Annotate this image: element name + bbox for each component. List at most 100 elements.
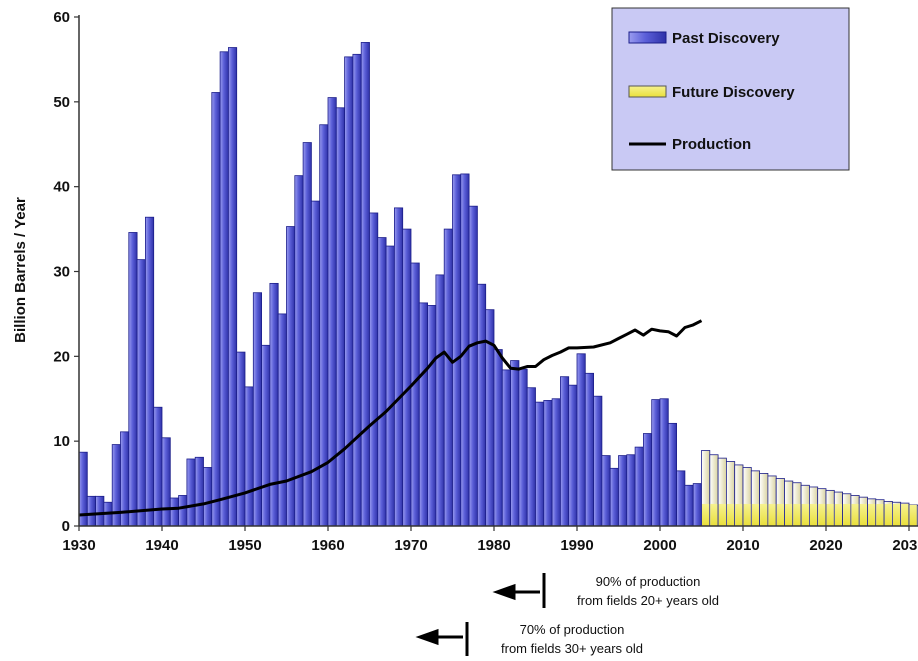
legend: Past Discovery Future Discovery Producti… — [611, 7, 850, 171]
past-discovery-bar — [452, 174, 462, 527]
annotation-2-line2: from fields 30+ years old — [501, 641, 643, 656]
y-tick-label: 30 — [53, 264, 70, 281]
past-discovery-bar — [269, 282, 279, 527]
x-tick-label: 1930 — [62, 537, 95, 554]
past-discovery-bar — [335, 107, 345, 527]
future-discovery-fill — [826, 503, 834, 526]
past-discovery-bar — [634, 446, 644, 527]
future-discovery-fill — [876, 503, 884, 526]
future-discovery-fill — [768, 503, 776, 526]
x-tick-label: 1980 — [477, 537, 510, 554]
past-discovery-bar — [227, 47, 238, 527]
arrow-left-icon — [415, 628, 463, 646]
future-discovery-fill — [776, 503, 784, 526]
past-discovery-bar — [95, 495, 105, 527]
past-discovery-bar — [161, 437, 171, 527]
future-discovery-fill — [751, 503, 760, 526]
future-discovery-fill — [859, 503, 867, 526]
past-discovery-bar — [551, 398, 561, 527]
past-discovery-bar — [385, 245, 395, 527]
annotation-90-percent: 90% of production from fields 20+ years … — [492, 573, 719, 608]
x-tick-label: 1940 — [145, 537, 178, 554]
legend-past-swatch — [628, 31, 667, 44]
y-tick-label: 40 — [53, 179, 70, 196]
future-discovery-fill — [818, 503, 826, 526]
annotation-70-percent: 70% of production from fields 30+ years … — [415, 622, 643, 656]
past-discovery-bar — [576, 353, 586, 527]
past-discovery-bar — [294, 175, 304, 527]
arrow-left-icon — [492, 583, 540, 601]
past-discovery-bar — [692, 483, 702, 527]
future-discovery-fill — [735, 503, 743, 526]
x-tick-label: 2000 — [643, 537, 676, 554]
past-discovery-bar — [443, 228, 453, 527]
future-discovery-fill — [718, 503, 726, 526]
past-discovery-bar — [128, 232, 138, 527]
past-discovery-bar — [676, 470, 686, 527]
past-discovery-bar — [178, 495, 188, 527]
legend-future-label: Future Discovery — [672, 84, 795, 101]
legend-production-label: Production — [672, 136, 751, 153]
past-discovery-bar — [618, 455, 628, 527]
past-discovery-bar — [468, 205, 478, 527]
annotation-2-line1: 70% of production — [520, 622, 625, 637]
past-discovery-bar — [535, 401, 545, 527]
future-discovery-fill — [760, 503, 768, 526]
past-discovery-bar — [144, 216, 155, 527]
past-discovery-bar — [435, 274, 445, 527]
past-discovery-bar — [584, 372, 594, 527]
future-discovery-fill — [851, 503, 859, 526]
past-discovery-bar — [211, 92, 221, 527]
past-discovery-bar — [169, 497, 180, 527]
past-discovery-bar — [393, 207, 404, 527]
future-discovery-fill — [901, 503, 909, 526]
past-discovery-bar — [543, 400, 553, 527]
past-discovery-bar — [402, 228, 412, 527]
future-discovery-fill — [809, 503, 818, 526]
y-tick-label: 20 — [53, 348, 70, 365]
past-discovery-bar — [560, 376, 570, 527]
x-tick-label: 2010 — [726, 537, 759, 554]
past-discovery-bar — [651, 399, 661, 527]
past-discovery-bar — [194, 456, 204, 527]
future-discovery-fill — [726, 503, 735, 526]
past-discovery-bar — [136, 259, 146, 527]
past-discovery-bar — [219, 51, 229, 527]
x-tick-label: 2020 — [809, 537, 842, 554]
future-discovery-bars — [701, 450, 918, 527]
future-discovery-fill — [710, 503, 718, 526]
y-tick-label: 10 — [53, 433, 70, 450]
past-discovery-bar — [86, 495, 97, 527]
past-discovery-bar — [526, 387, 536, 527]
past-discovery-bar — [369, 212, 379, 527]
past-discovery-bar — [593, 395, 603, 527]
x-tick-label: 1990 — [560, 537, 593, 554]
future-discovery-fill — [793, 503, 801, 526]
production-line — [78, 319, 703, 517]
past-discovery-bar — [684, 484, 694, 527]
legend-past-label: Past Discovery — [672, 30, 780, 47]
legend-future-swatch — [628, 85, 667, 98]
past-discovery-bar — [302, 142, 312, 527]
past-discovery-bar — [667, 422, 677, 527]
future-discovery-fill — [801, 503, 809, 526]
past-discovery-bar — [344, 56, 354, 527]
y-tick-label: 50 — [53, 94, 70, 111]
future-discovery-fill — [868, 503, 876, 526]
past-discovery-bar — [244, 386, 254, 527]
past-discovery-bar — [501, 369, 511, 527]
annotation-1-line2: from fields 20+ years old — [577, 593, 719, 608]
past-discovery-bar — [626, 454, 636, 527]
future-discovery-fill — [702, 503, 710, 526]
past-discovery-bar — [643, 433, 653, 527]
y-ticks: 0 10 20 30 40 50 60 — [53, 9, 79, 535]
y-tick-label: 0 — [62, 518, 70, 535]
future-discovery-fill — [743, 503, 751, 526]
past-discovery-bar — [476, 283, 487, 527]
x-tick-label: 1950 — [228, 537, 261, 554]
y-axis-label: Billion Barrels / Year — [12, 197, 29, 343]
x-tick-label: 1970 — [394, 537, 427, 554]
future-discovery-fill — [909, 504, 917, 526]
